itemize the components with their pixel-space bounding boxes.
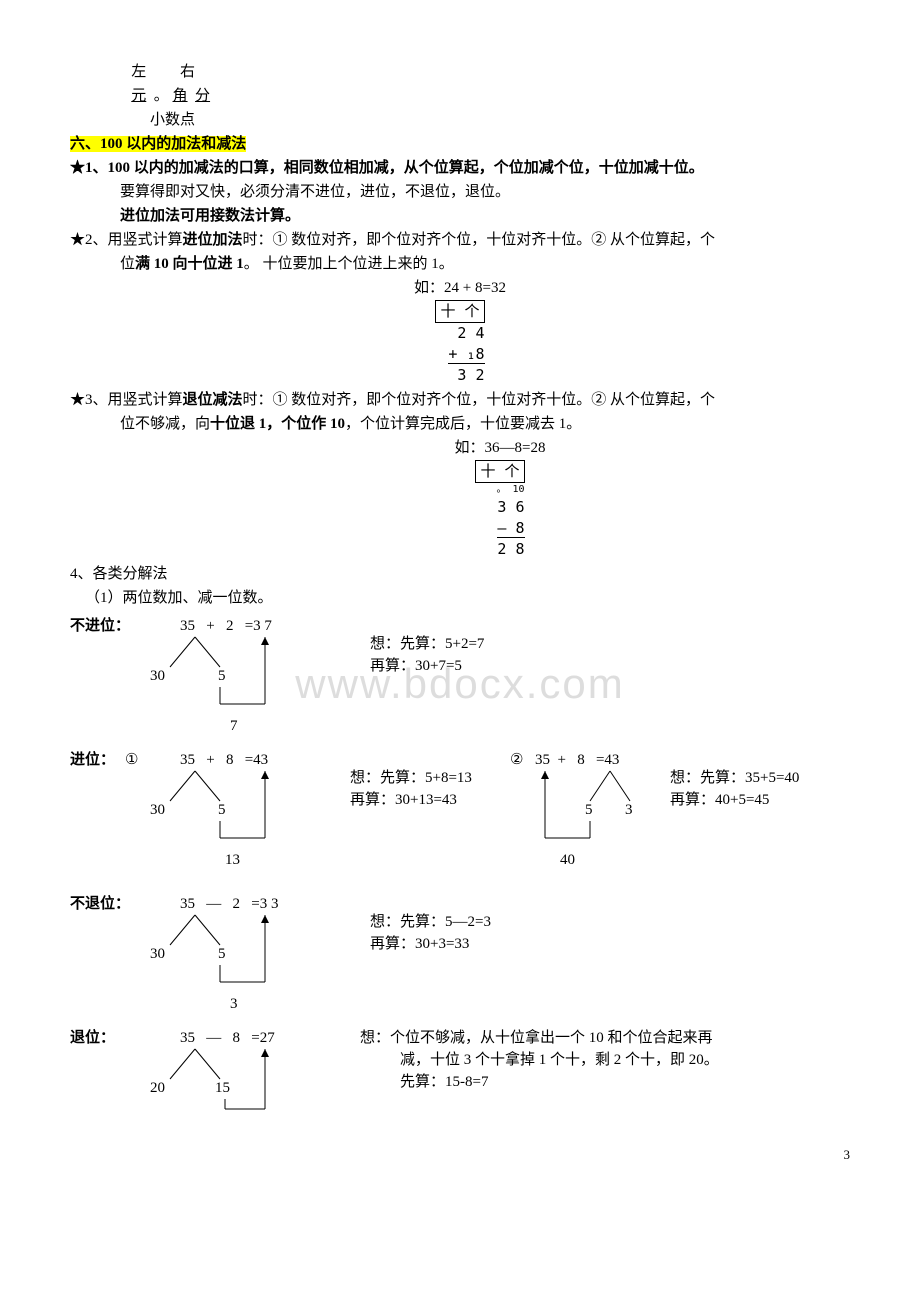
ex3-label: 不退位：: [70, 892, 130, 916]
header-line1: 左 右: [120, 60, 850, 84]
ex4-label: 退位：: [70, 1026, 115, 1050]
ex4-nright: 15: [215, 1076, 230, 1100]
example-4: 退位： 35 — 8 =27 20 15 想：个位不够减，从十位拿出一个 10 …: [70, 1026, 850, 1136]
para-1: ★1、100 以内的加减法的口算，相同数位相加减，从个位算起，个位加减个位，十位…: [70, 156, 850, 228]
example-3: 不退位： 35 — 2 =3 3 30 5 3 想：先算：5—2=3 再算：30…: [70, 892, 850, 1022]
example-2: 进位： ① 35 + 8 =43 30 5 13 想：先算：5+8=13 再算：…: [70, 748, 850, 888]
ex2-circ2: ②: [510, 748, 523, 772]
p4-sub1: （1）两位数加、减一位数。: [85, 586, 850, 610]
ex3-think1: 想：先算：5—2=3: [370, 910, 491, 934]
example-1: 不进位： 35 + 2 =3 7 30 5 7 想：先算：5+2=7 再算：30…: [70, 614, 850, 744]
para-2: ★2、用竖式计算进位加法时：① 数位对齐，即个位对齐个位，十位对齐十位。② 从个…: [70, 228, 850, 276]
para-3: ★3、用竖式计算退位减法时：① 数位对齐，即个位对齐个位，十位对齐十位。② 从个…: [70, 388, 850, 436]
ex2-svg2: [530, 766, 670, 866]
ex4-svg: [165, 1044, 325, 1124]
calc1: 如：24 + 8=32 十 个 2 4 + ₁8 3 2: [70, 276, 850, 388]
ex4-think1: 想：个位不够减，从十位拿出一个 10 和个位合起来再: [360, 1026, 713, 1050]
ex4-nleft: 20: [150, 1076, 165, 1100]
ex2-n2right: 3: [625, 798, 633, 822]
p4-line1: 4、各类分解法: [70, 562, 850, 586]
para-4: 4、各类分解法 （1）两位数加、减一位数。: [70, 562, 850, 610]
ex1-label: 不进位：: [70, 614, 130, 638]
ex3-think2: 再算：30+3=33: [370, 932, 469, 956]
page-number: 3: [844, 1145, 851, 1166]
p3-line2: 位不够减，向十位退 1，个位作 10，个位计算完成后，十位要减去 1。: [120, 412, 850, 436]
ex1-svg: [165, 632, 325, 732]
p1-line2: 要算得即对又快，必须分清不进位，进位，不退位，退位。: [120, 180, 850, 204]
header-line3: 小数点: [120, 108, 850, 132]
p1-line1: ★1、100 以内的加减法的口算，相同数位相加减，从个位算起，个位加减个位，十位…: [70, 156, 850, 180]
ex1-nright: 5: [218, 664, 226, 688]
p2-line2: 位满 10 向十位进 1。 十位要加上个位进上来的 1。: [120, 252, 850, 276]
ex4-think3: 先算：15-8=7: [400, 1070, 488, 1094]
ex2-n2left: 5: [585, 798, 593, 822]
p1-line3: 进位加法可用接数法计算。: [120, 204, 850, 228]
ex2-n1left: 30: [150, 798, 165, 822]
ex3-nright: 5: [218, 942, 226, 966]
ex2-think2a: 想：先算：35+5=40: [670, 766, 799, 790]
calc1-body: 十 个 2 4 + ₁8 3 2: [435, 300, 484, 386]
calc2-label: 如：36—8=28: [150, 436, 850, 460]
page-content: 左 右 元 。 角 分 小数点 六、100 以内的加法和减法 ★1、100 以内…: [70, 60, 850, 1136]
ex3-nleft: 30: [150, 942, 165, 966]
calc2-body: 十 个 。 10 3 6 — 8 2 8: [475, 460, 524, 560]
p3-line1: ★3、用竖式计算退位减法时：① 数位对齐，即个位对齐个位，十位对齐十位。② 从个…: [70, 388, 850, 412]
p2-line1: ★2、用竖式计算进位加法时：① 数位对齐，即个位对齐个位，十位对齐十位。② 从个…: [70, 228, 850, 252]
ex4-think2: 减，十位 3 个十拿掉 1 个十，剩 2 个十，即 20。: [400, 1048, 719, 1072]
ex2-label: 进位：: [70, 748, 115, 772]
ex1-nleft: 30: [150, 664, 165, 688]
ex2-svg1: [165, 766, 325, 866]
ex2-think1b: 再算：30+13=43: [350, 788, 457, 812]
ex2-n1bottom: 13: [225, 848, 240, 872]
ex1-think2: 再算：30+7=5: [370, 654, 462, 678]
ex3-nbottom: 3: [230, 992, 238, 1016]
ex2-n2bottom: 40: [560, 848, 575, 872]
calc1-label: 如：24 + 8=32: [70, 276, 850, 300]
ex1-nbottom: 7: [230, 714, 238, 738]
ex3-svg: [165, 910, 325, 1010]
section-title: 六、100 以内的加法和减法: [70, 132, 850, 156]
calc2: 如：36—8=28 十 个 。 10 3 6 — 8 2 8: [150, 436, 850, 562]
ex2-think1a: 想：先算：5+8=13: [350, 766, 472, 790]
header-line2: 元 。 角 分: [120, 84, 850, 108]
ex2-n1right: 5: [218, 798, 226, 822]
header-block: 左 右 元 。 角 分 小数点: [120, 60, 850, 132]
ex1-think1: 想：先算：5+2=7: [370, 632, 484, 656]
ex2-circ1: ①: [125, 748, 138, 772]
ex2-think2b: 再算：40+5=45: [670, 788, 769, 812]
